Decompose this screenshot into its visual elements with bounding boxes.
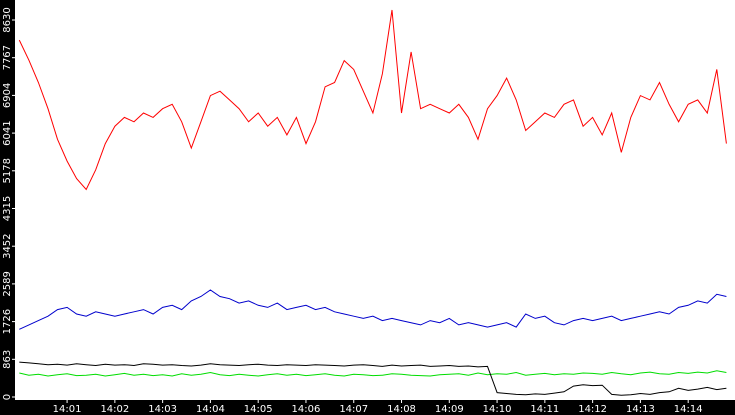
x-tick-label: 14:09	[435, 404, 464, 415]
y-tick-label: 863	[2, 350, 13, 369]
series-line	[18, 9, 727, 191]
x-tick-label: 14:08	[387, 404, 416, 415]
x-tick-label: 14:07	[339, 404, 368, 415]
x-axis-strip	[0, 400, 735, 415]
x-tick-label: 14:10	[483, 404, 512, 415]
y-tick-label: 6041	[2, 120, 13, 145]
series-line	[19, 370, 727, 377]
y-tick-label: 6904	[2, 83, 13, 108]
x-tick-label: 14:14	[674, 404, 703, 415]
x-tick-label: 14:03	[148, 404, 177, 415]
x-tick-label: 14:06	[292, 404, 321, 415]
x-tick-label: 14:02	[100, 404, 129, 415]
y-tick-label: 7767	[2, 45, 13, 70]
y-tick-label: 5178	[2, 158, 13, 183]
x-tick-label: 14:05	[244, 404, 273, 415]
series-line	[19, 361, 727, 396]
y-tick-label: 2589	[2, 271, 13, 296]
x-tick-label: 14:13	[626, 404, 655, 415]
y-tick-label: 3452	[2, 233, 13, 258]
y-tick-label: 0	[2, 394, 13, 400]
series-line	[19, 289, 727, 330]
y-tick-label: 8630	[2, 7, 13, 32]
x-tick-label: 14:12	[578, 404, 607, 415]
y-tick-label: 4315	[2, 196, 13, 221]
y-tick-label: 1726	[2, 309, 13, 334]
plot-area	[18, 9, 727, 396]
y-axis-strip	[0, 0, 15, 415]
x-tick-label: 14:11	[530, 404, 559, 415]
x-tick-label: 14:04	[196, 404, 225, 415]
x-tick-label: 14:01	[53, 404, 82, 415]
